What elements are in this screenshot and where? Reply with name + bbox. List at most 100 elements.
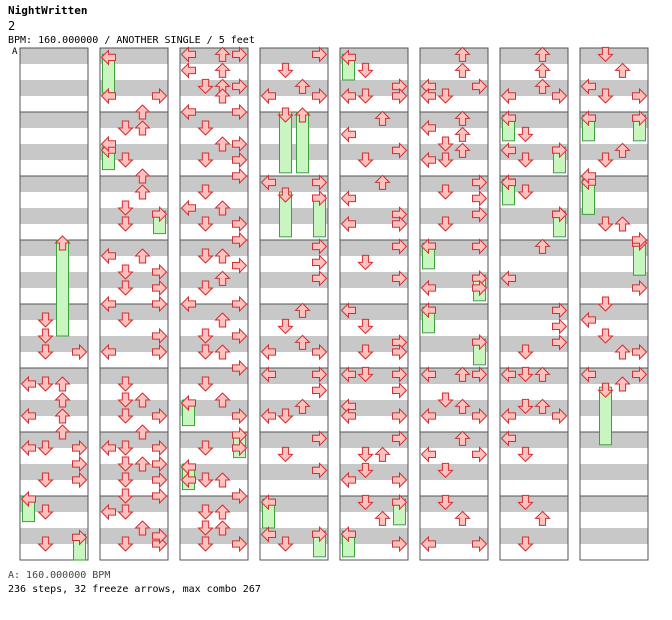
step-arrow-right xyxy=(152,471,168,489)
beat-stripe xyxy=(580,176,648,192)
step-arrow-down xyxy=(197,536,214,552)
step-arrow-right xyxy=(232,327,248,345)
step-arrow-right xyxy=(312,462,328,479)
step-arrow-left xyxy=(340,126,356,143)
beat-stripe xyxy=(340,432,408,448)
step-arrow-down xyxy=(357,318,374,335)
beat-stripe xyxy=(180,528,248,544)
step-arrow-up xyxy=(454,510,471,526)
beat-stripe xyxy=(340,496,408,512)
step-arrow-left xyxy=(180,471,196,489)
step-arrow-up xyxy=(214,136,231,152)
step-arrow-left xyxy=(100,247,116,265)
step-arrow-down xyxy=(117,456,134,472)
step-arrow-right xyxy=(552,302,568,319)
freeze-arrow xyxy=(56,239,69,337)
freeze-head xyxy=(580,109,596,127)
step-arrow-left xyxy=(420,87,436,105)
beat-stripe xyxy=(20,240,88,256)
freeze-head xyxy=(632,109,648,127)
step-arrow-down xyxy=(597,216,614,232)
step-arrow-left xyxy=(500,366,516,383)
step-arrow-left xyxy=(500,270,516,287)
step-arrow-right xyxy=(632,366,648,383)
beat-stripe xyxy=(100,80,168,96)
step-arrow-right xyxy=(312,343,328,361)
bpm-marker-label: A xyxy=(12,47,18,57)
beat-stripe xyxy=(180,272,248,288)
beat-stripe xyxy=(260,240,328,256)
step-arrow-down xyxy=(117,376,134,392)
beat-stripe xyxy=(180,48,248,64)
beat-stripe xyxy=(420,240,488,256)
beat-stripe xyxy=(100,272,168,288)
step-arrow-up xyxy=(214,248,231,264)
column-border xyxy=(99,47,169,561)
beat-stripe xyxy=(580,240,648,256)
beat-stripe xyxy=(340,208,408,224)
beat-stripe xyxy=(180,304,248,320)
step-arrow-down xyxy=(117,120,134,136)
step-arrow-down xyxy=(117,280,134,296)
freeze-head xyxy=(472,333,488,351)
step-arrow-right xyxy=(152,343,168,361)
beat-stripe xyxy=(420,80,488,96)
beat-stripe xyxy=(420,496,488,512)
step-arrow-up xyxy=(134,120,151,136)
step-arrow-down xyxy=(517,494,534,511)
step-arrow-down xyxy=(357,152,374,168)
beat-stripe xyxy=(340,112,408,128)
step-arrow-down xyxy=(597,88,614,104)
beat-stripe xyxy=(180,144,248,160)
step-arrow-left xyxy=(340,302,356,319)
beat-stripe xyxy=(500,48,568,64)
step-arrow-down xyxy=(117,264,134,280)
step-arrow-up xyxy=(454,46,471,62)
step-arrow-left xyxy=(20,375,36,393)
beat-stripe xyxy=(100,112,168,128)
freeze-head xyxy=(420,237,436,255)
freeze-head xyxy=(72,529,88,546)
step-arrow-up xyxy=(294,78,311,94)
beat-stripe xyxy=(580,144,648,160)
beat-stripe xyxy=(420,528,488,544)
step-arrow-left xyxy=(420,279,436,297)
step-arrow-left xyxy=(100,343,116,361)
step-arrow-down xyxy=(197,504,214,520)
step-arrow-down xyxy=(517,344,534,360)
step-arrow-up xyxy=(134,456,151,472)
step-arrow-up xyxy=(214,200,231,216)
step-arrow-left xyxy=(580,167,596,185)
step-arrow-up xyxy=(214,344,231,360)
beat-stripe xyxy=(420,432,488,448)
beat-stripe xyxy=(580,48,648,64)
step-arrow-down xyxy=(517,398,534,415)
step-arrow-down xyxy=(597,296,614,312)
step-arrow-left xyxy=(500,174,516,191)
step-arrow-down xyxy=(357,88,374,104)
beat-stripe xyxy=(340,368,408,384)
beat-stripe xyxy=(420,176,488,192)
beat-stripe xyxy=(500,272,568,288)
beat-stripe xyxy=(340,48,408,64)
beat-stripe xyxy=(20,272,88,288)
beat-stripe xyxy=(260,496,328,512)
footer-bpm: A: 160.000000 BPM xyxy=(8,570,111,581)
step-arrow-left xyxy=(260,343,276,361)
step-arrow-down xyxy=(277,408,294,424)
step-arrow-left xyxy=(580,311,596,329)
step-arrow-right xyxy=(312,238,328,255)
step-arrow-right xyxy=(392,142,408,159)
beat-stripe xyxy=(420,464,488,480)
step-arrow-left xyxy=(260,366,276,383)
step-arrow-left xyxy=(100,439,116,457)
step-arrow-down xyxy=(277,446,294,463)
step-arrow-down xyxy=(517,184,534,200)
step-arrow-left xyxy=(260,526,276,543)
step-arrow-right xyxy=(72,455,88,473)
beat-stripe xyxy=(580,304,648,320)
beat-stripe xyxy=(260,336,328,352)
step-arrow-up xyxy=(214,46,231,62)
step-arrow-down xyxy=(437,88,454,104)
